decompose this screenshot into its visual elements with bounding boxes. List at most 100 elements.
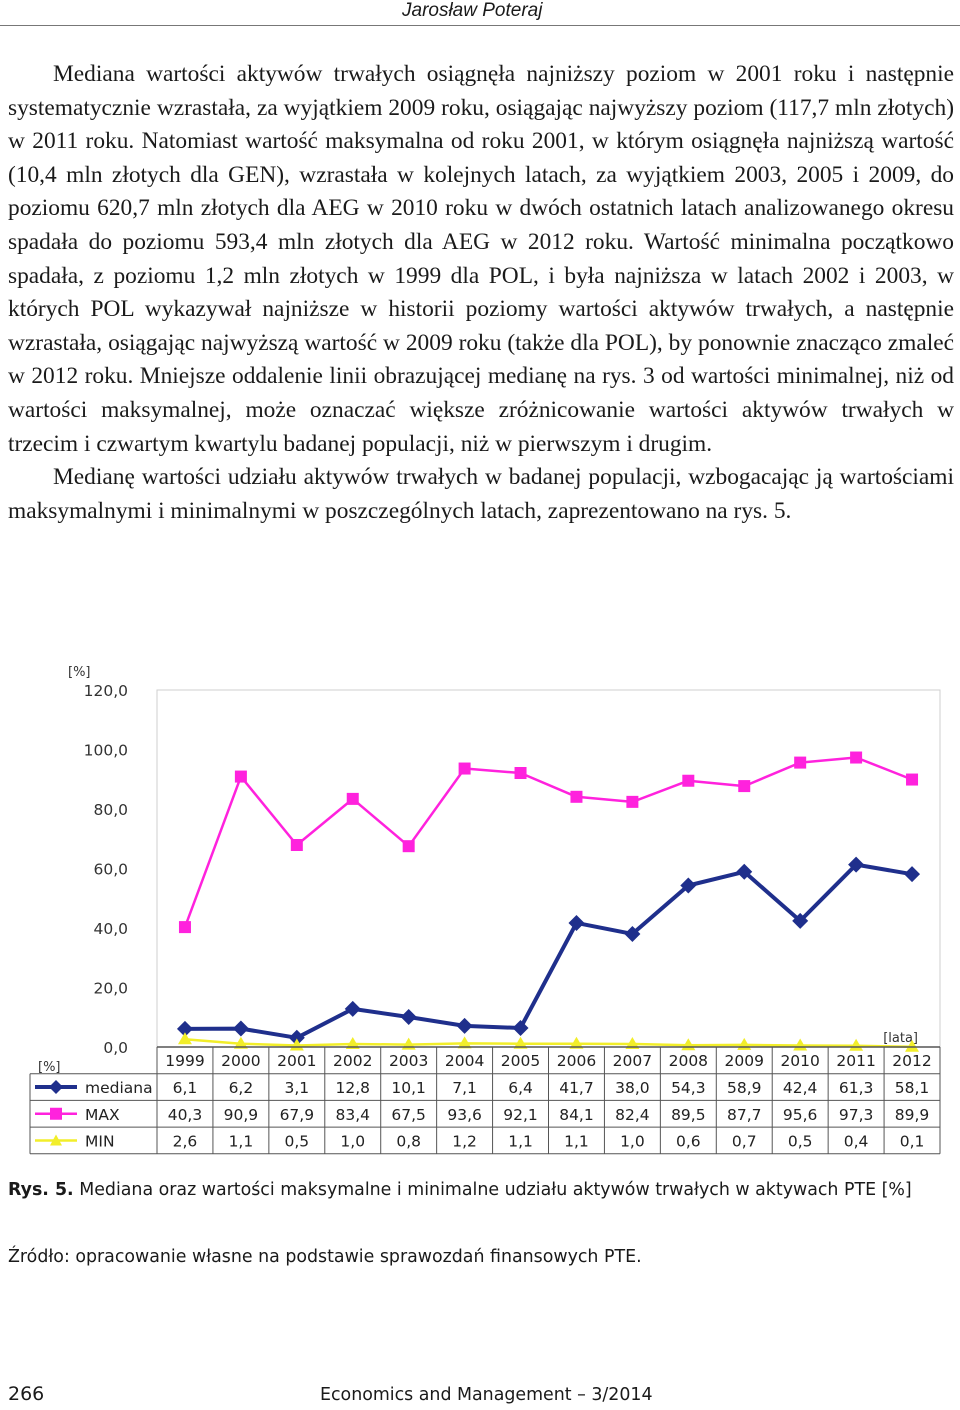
x-tick-label: 2012 (892, 1052, 931, 1070)
data-label-max: 84,1 (559, 1106, 594, 1124)
caption-label: Rys. 5. (8, 1180, 74, 1200)
figure-caption: Rys. 5. Mediana oraz wartości maksymalne… (8, 1174, 954, 1207)
data-label-min: 0,5 (284, 1132, 309, 1150)
data-point-mediana (232, 1020, 249, 1037)
data-point-mediana (568, 914, 585, 931)
data-point-min (457, 1036, 472, 1049)
journal-name: Economics and Management – 3/2014 (320, 1385, 653, 1405)
data-point-max (346, 792, 359, 805)
x-tick-label: 2011 (836, 1052, 875, 1070)
data-label-max: 95,6 (783, 1106, 818, 1124)
data-label-mediana: 58,1 (895, 1079, 930, 1097)
data-label-min: 0,4 (844, 1132, 869, 1150)
data-point-max (290, 838, 303, 851)
paragraph-1: Mediana wartości aktywów trwałych osiągn… (8, 61, 954, 457)
data-point-mediana (344, 1000, 361, 1017)
y-tick-label: 100,0 (84, 742, 128, 760)
data-label-mediana: 58,9 (727, 1079, 762, 1097)
x-tick-label: 2003 (389, 1052, 428, 1070)
data-label-max: 90,9 (224, 1106, 259, 1124)
data-label-mediana: 41,7 (559, 1079, 594, 1097)
data-point-mediana (456, 1017, 473, 1034)
x-tick-label: 2008 (669, 1052, 708, 1070)
plot-area-border (156, 689, 941, 1048)
data-point-mediana (904, 866, 921, 883)
data-point-max (234, 770, 247, 783)
series-line-min (184, 1038, 913, 1048)
figure-5-chart: [%] 0,0 20,0 40,0 60,0 80,0 100,0 120,0 [lata] [%… (29, 665, 941, 1155)
data-point-min (233, 1036, 248, 1049)
data-point-max (178, 921, 191, 934)
data-point-max (794, 756, 807, 769)
data-label-mediana: 6,1 (173, 1079, 198, 1097)
data-label-mediana: 54,3 (671, 1079, 706, 1097)
header-author: Jarosław Poteraj (402, 0, 543, 21)
data-label-min: 2,6 (173, 1132, 198, 1150)
x-axis-unit-label: [lata] (883, 1031, 918, 1046)
y-tick-label: 40,0 (93, 920, 128, 938)
y-axis-unit-label: [%] (68, 665, 91, 680)
legend-key-marker-mediana (49, 1080, 63, 1095)
data-label-max: 93,6 (447, 1106, 482, 1124)
x-tick-label: 2002 (333, 1052, 372, 1070)
data-point-max (514, 767, 527, 780)
paragraph-2: Medianę wartości udziału aktywów trwałyc… (8, 464, 954, 524)
data-label-max: 87,7 (727, 1106, 762, 1124)
data-point-max (458, 762, 471, 775)
data-label-max: 97,3 (839, 1106, 874, 1124)
data-label-max: 67,9 (280, 1106, 315, 1124)
data-point-mediana (736, 863, 753, 880)
data-label-min: 1,0 (620, 1132, 645, 1150)
data-point-max (402, 840, 415, 853)
x-tick-label: 2000 (221, 1052, 260, 1070)
data-label-min: 0,8 (396, 1132, 421, 1150)
x-tick-label: 2009 (725, 1052, 764, 1070)
data-point-min (625, 1037, 640, 1050)
data-label-mediana: 6,4 (508, 1079, 533, 1097)
data-point-max (738, 780, 751, 793)
data-label-max: 40,3 (168, 1106, 203, 1124)
data-label-max: 82,4 (615, 1106, 650, 1124)
data-point-min (345, 1037, 360, 1050)
data-point-mediana (680, 877, 697, 894)
x-tick-label: 2006 (557, 1052, 596, 1070)
running-header: Jarosław Poteraj (0, 0, 960, 26)
data-label-max: 89,5 (671, 1106, 706, 1124)
data-point-min (849, 1038, 864, 1051)
data-point-mediana (624, 925, 641, 942)
x-tick-label: 2007 (613, 1052, 652, 1070)
y-tick-label: 20,0 (93, 980, 128, 998)
data-point-min (513, 1036, 528, 1049)
data-point-mediana (848, 856, 865, 873)
data-point-mediana (792, 912, 809, 929)
data-label-min: 0,1 (900, 1132, 925, 1150)
data-label-min: 0,5 (788, 1132, 813, 1150)
data-point-min (569, 1036, 584, 1049)
data-label-min: 1,1 (229, 1132, 254, 1150)
data-point-mediana (176, 1020, 193, 1037)
data-point-min (905, 1039, 920, 1052)
data-label-mediana: 10,1 (391, 1079, 426, 1097)
data-point-mediana (400, 1008, 417, 1025)
data-point-max (626, 795, 639, 808)
data-label-max: 92,1 (503, 1106, 538, 1124)
y-tick-label: 80,0 (93, 801, 128, 819)
body-text: Mediana wartości aktywów trwałych osiągn… (8, 58, 954, 528)
legend-key-marker-min (50, 1134, 62, 1146)
x-tick-label: 2005 (501, 1052, 540, 1070)
y-tick-label: 120,0 (84, 682, 128, 700)
data-point-min (177, 1032, 192, 1045)
data-label-min: 1,1 (508, 1132, 533, 1150)
data-point-max (850, 751, 863, 764)
data-point-max (906, 773, 919, 786)
y-tick-label: 0,0 (103, 1039, 128, 1057)
y-tick-label: 60,0 (93, 861, 128, 879)
caption-text: Mediana oraz wartości maksymalne i minim… (79, 1180, 912, 1200)
data-label-mediana: 3,1 (284, 1079, 309, 1097)
legend-key-marker-max (50, 1107, 62, 1120)
data-label-mediana: 12,8 (335, 1079, 370, 1097)
data-point-mediana (512, 1019, 529, 1036)
data-label-mediana: 38,0 (615, 1079, 650, 1097)
data-label-mediana: 61,3 (839, 1079, 874, 1097)
data-label-mediana: 7,1 (452, 1079, 477, 1097)
